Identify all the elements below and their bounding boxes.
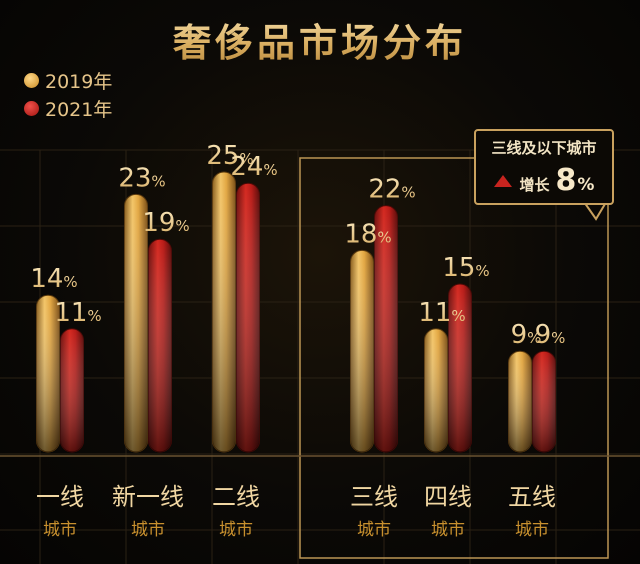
legend: 2019年 2021年 <box>24 66 112 122</box>
data-label-2021-二线: 24% <box>230 152 277 182</box>
callout-title: 三线及以下城市 <box>491 139 597 157</box>
bar-shade-2019-一线 <box>36 295 60 452</box>
category-label-四线: 四线 <box>424 483 472 511</box>
bar-shade-2019-二线 <box>212 172 236 452</box>
bar-shade-2021-三线 <box>374 205 398 452</box>
bar-shade-2019-三线 <box>350 250 374 452</box>
legend-dot-2019 <box>24 72 39 88</box>
legend-item-2021: 2021年 <box>24 94 112 122</box>
callout-growth-label: 增长 <box>519 176 550 194</box>
bar-shade-2019-五线 <box>508 351 532 452</box>
bar-shade-2021-四线 <box>448 284 472 452</box>
callout-growth-unit: % <box>577 175 595 195</box>
page-title: 奢侈品市场分布 <box>0 12 640 67</box>
callout-growth-value: 8 <box>555 163 577 198</box>
data-label-2021-一线: 11% <box>54 298 101 328</box>
data-label-2021-新一线: 19% <box>142 208 189 238</box>
bar-shade-2021-新一线 <box>148 239 172 452</box>
category-label-一线: 一线 <box>36 483 84 511</box>
category-sublabel-二线: 城市 <box>219 520 253 540</box>
bar-shade-2019-四线 <box>424 328 448 452</box>
data-label-2019-三线: 18% <box>344 219 391 249</box>
category-sublabel-一线: 城市 <box>43 520 77 540</box>
data-label-2019-新一线: 23% <box>118 163 165 193</box>
data-label-2021-五线: 9% <box>535 320 566 350</box>
lower-tier-highlight-frame <box>299 157 609 559</box>
up-arrow-icon <box>493 174 512 187</box>
category-sublabel-五线: 城市 <box>515 520 549 540</box>
legend-label-2021: 2021年 <box>45 98 113 121</box>
legend-dot-2021 <box>24 100 39 116</box>
data-label-2019-一线: 14% <box>30 264 77 294</box>
category-label-新一线: 新一线 <box>112 483 184 511</box>
data-label-2021-四线: 15% <box>442 253 489 283</box>
data-label-2019-五线: 9% <box>511 320 542 350</box>
bar-shade-2019-新一线 <box>124 194 148 452</box>
bar-shade-2021-二线 <box>236 183 260 452</box>
data-label-2019-二线: 25% <box>206 141 253 171</box>
bar-shade-2021-五线 <box>532 351 556 452</box>
category-sublabel-三线: 城市 <box>357 520 391 540</box>
category-sublabel-四线: 城市 <box>431 520 465 540</box>
growth-callout: 三线及以下城市 增长 8 % <box>474 129 614 205</box>
data-label-2021-三线: 22% <box>368 175 415 205</box>
data-label-2019-四线: 11% <box>418 298 465 328</box>
callout-growth-row: 增长 8 % <box>476 163 612 198</box>
category-label-五线: 五线 <box>508 483 556 511</box>
legend-item-2019: 2019年 <box>24 66 112 94</box>
legend-label-2019: 2019年 <box>45 70 113 93</box>
category-label-三线: 三线 <box>350 483 398 511</box>
category-label-二线: 二线 <box>212 483 260 511</box>
bar-shade-2021-一线 <box>60 328 84 452</box>
category-sublabel-新一线: 城市 <box>131 520 165 540</box>
